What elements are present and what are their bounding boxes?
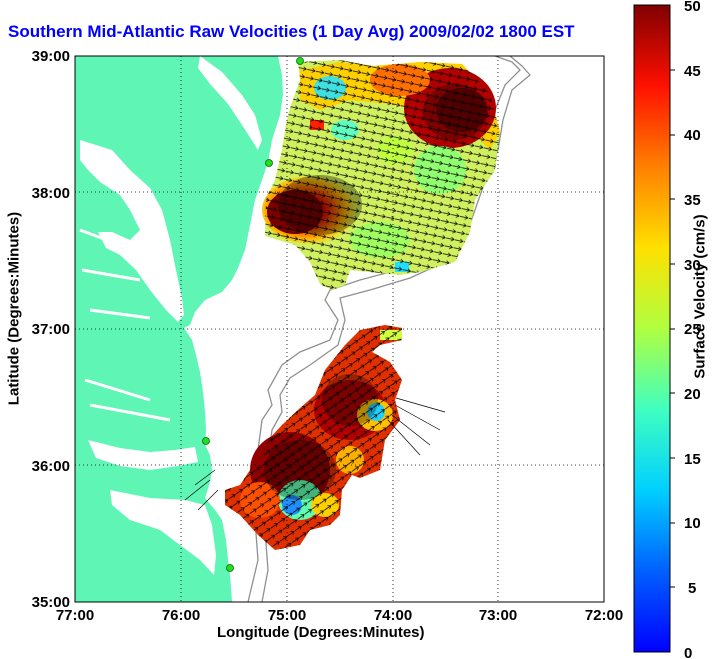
colorbar — [633, 4, 671, 653]
x-tick-label: 72:00 — [585, 607, 623, 624]
map-title: Southern Mid-Atlantic Raw Velocities (1 … — [8, 22, 575, 41]
station-marker — [202, 437, 210, 445]
colorbar-tick-label: 25 — [684, 321, 701, 338]
x-tick-label: 76:00 — [162, 607, 200, 624]
delaware-bay — [198, 56, 262, 150]
colorbar-tick-label: 20 — [684, 386, 701, 403]
station-marker — [296, 57, 304, 65]
plot-frame — [74, 55, 605, 603]
chesapeake-bay — [80, 140, 184, 322]
station-markers — [202, 57, 304, 572]
y-tick-label: 39:00 — [32, 48, 70, 65]
colorbar-tick-label: 50 — [684, 0, 701, 15]
colorbar-tick-label: 15 — [684, 451, 701, 468]
colorbar-tick-label: 45 — [684, 63, 701, 80]
x-tick-label: 75:00 — [268, 607, 306, 624]
station-marker — [226, 564, 234, 572]
colorbar-tick-label: 10 — [684, 515, 701, 532]
velocity-field-south — [184, 325, 446, 550]
y-axis-label: Latitude (Degrees:Minutes) — [5, 211, 23, 406]
x-tick-label: 74:00 — [374, 607, 412, 624]
colorbar-ticks: 50 45 40 35 30 25 20 15 10 5 0 — [684, 0, 701, 659]
river-lines — [79, 228, 171, 422]
colorbar-tick-label: 30 — [684, 257, 701, 274]
colorbar-tick-label: 0 — [684, 645, 692, 659]
colorbar-tick-label: 40 — [684, 127, 701, 144]
grid-lines — [75, 56, 604, 602]
station-marker — [265, 159, 273, 167]
y-axis-ticks: 39:00 38:00 37:00 36:00 35:00 — [32, 48, 70, 611]
y-tick-label: 38:00 — [32, 185, 70, 202]
colorbar-tick-marks — [670, 69, 675, 588]
colorbar-tick-label: 5 — [688, 580, 696, 597]
x-tick-label: 77:00 — [56, 607, 94, 624]
y-tick-label: 36:00 — [32, 458, 70, 475]
y-tick-label: 37:00 — [32, 321, 70, 338]
colorbar-label: Surface Velocity (cm/s) — [691, 214, 709, 379]
albemarle-sound — [88, 440, 198, 470]
x-axis-label: Longitude (Degrees:Minutes) — [217, 624, 425, 641]
pamlico-sound — [110, 490, 216, 575]
y-tick-label: 35:00 — [32, 594, 70, 611]
velocity-field-north — [262, 60, 500, 290]
colorbar-tick-label: 35 — [684, 192, 701, 209]
x-tick-label: 73:00 — [479, 607, 517, 624]
x-axis-ticks: 77:00 76:00 75:00 74:00 73:00 72:00 — [56, 607, 623, 624]
